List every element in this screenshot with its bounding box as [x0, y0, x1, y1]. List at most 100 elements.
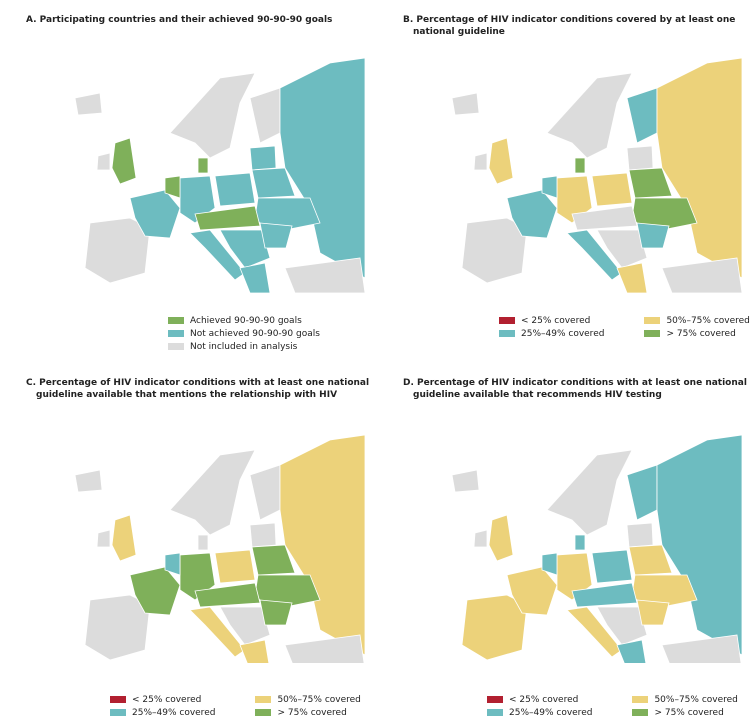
legend-item: < 25% covered — [110, 693, 215, 706]
legend-label: 50%–75% covered — [277, 694, 361, 705]
panel-title: A. Participating countries and their ach… — [26, 15, 333, 25]
legend-swatch — [499, 330, 515, 337]
map-group — [451, 434, 743, 663]
country — [616, 262, 648, 294]
legend-item: < 25% covered — [487, 693, 592, 706]
legend-label: Not included in analysis — [190, 341, 298, 352]
country — [284, 634, 365, 663]
country — [626, 145, 654, 171]
legend-item: Not included in analysis — [168, 340, 320, 353]
country — [626, 522, 654, 548]
country — [279, 434, 366, 656]
legend-item: 50%–75% covered — [644, 314, 750, 327]
panel: A. Participating countries and their ach… — [0, 0, 377, 363]
country — [636, 222, 670, 249]
country — [197, 534, 209, 551]
legend-label: < 25% covered — [521, 315, 591, 326]
country — [284, 257, 366, 294]
legend-item: 25%–49% covered — [487, 706, 592, 719]
country — [591, 549, 633, 584]
country — [616, 639, 647, 663]
legend: < 25% covered 25%–49% covered 50%–75% cove… — [487, 693, 738, 719]
country — [571, 582, 638, 608]
country — [461, 594, 528, 661]
legend-item: Not achieved 90-90-90 goals — [168, 327, 320, 340]
country — [541, 175, 558, 199]
country — [111, 514, 137, 562]
panel: C. Percentage of HIV indicator condition… — [0, 363, 377, 726]
country — [591, 172, 633, 207]
country — [251, 544, 296, 576]
legend-label: > 75% covered — [654, 707, 724, 718]
country — [249, 464, 281, 521]
legend-swatch — [644, 317, 661, 324]
country — [249, 522, 277, 548]
legend-label: 50%–75% covered — [654, 694, 738, 705]
legend-swatch — [110, 709, 126, 716]
country — [661, 257, 743, 294]
country — [596, 229, 648, 269]
country — [626, 87, 658, 144]
country — [566, 229, 623, 281]
legend-item: 25%–49% covered — [110, 706, 215, 719]
map — [74, 57, 366, 294]
legend: < 25% covered 25%–49% covered 50%–75% cove… — [110, 693, 361, 719]
country — [628, 167, 673, 199]
legend-label: Not achieved 90-90-90 goals — [190, 328, 320, 339]
legend-item: 25%–49% covered — [499, 327, 604, 340]
country — [546, 449, 633, 536]
legend-swatch — [499, 317, 515, 324]
country — [461, 217, 528, 284]
legend-label: Achieved 90-90-90 goals — [190, 315, 302, 326]
legend-label: 25%–49% covered — [132, 707, 216, 718]
country — [84, 217, 151, 284]
legend-label: 25%–49% covered — [521, 328, 605, 339]
legend-item: Achieved 90-90-90 goals — [168, 314, 320, 327]
country — [279, 57, 366, 279]
panel-title: C. Percentage of HIV indicator condition… — [26, 378, 370, 400]
legend-swatch — [168, 330, 184, 337]
country — [96, 152, 111, 171]
country — [251, 167, 296, 199]
country — [214, 549, 256, 584]
country — [169, 72, 256, 159]
country — [626, 464, 658, 521]
country — [96, 529, 111, 548]
panel-title: D. Percentage of HIV indicator condition… — [403, 378, 747, 400]
country — [219, 229, 271, 269]
map — [451, 434, 743, 663]
country — [239, 262, 271, 294]
legend-swatch — [168, 317, 184, 324]
country — [194, 582, 261, 608]
country — [84, 594, 151, 661]
country — [189, 606, 246, 658]
country — [74, 92, 103, 116]
country — [488, 514, 514, 562]
country — [74, 469, 103, 493]
legend-item: 50%–75% covered — [632, 693, 738, 706]
legend: Achieved 90-90-90 goals Not achieved 90-9… — [168, 314, 320, 353]
country — [656, 57, 743, 279]
country — [571, 205, 638, 231]
country — [574, 534, 586, 551]
country — [219, 606, 271, 646]
country — [656, 434, 743, 656]
country — [214, 172, 256, 207]
legend-swatch — [487, 696, 503, 703]
country — [451, 469, 480, 493]
country — [566, 606, 623, 658]
country — [164, 552, 181, 576]
legend-item: > 75% covered — [632, 706, 737, 719]
legend-label: 25%–49% covered — [509, 707, 593, 718]
legend-label: > 75% covered — [666, 328, 736, 339]
legend-swatch — [632, 696, 649, 703]
legend-item: > 75% covered — [644, 327, 749, 340]
country — [111, 137, 137, 185]
country — [164, 175, 181, 199]
country — [596, 606, 648, 646]
country — [546, 72, 633, 159]
map-group — [74, 434, 366, 663]
legend-swatch — [487, 709, 503, 716]
panel-title: B. Percentage of HIV indicator condition… — [403, 15, 736, 37]
